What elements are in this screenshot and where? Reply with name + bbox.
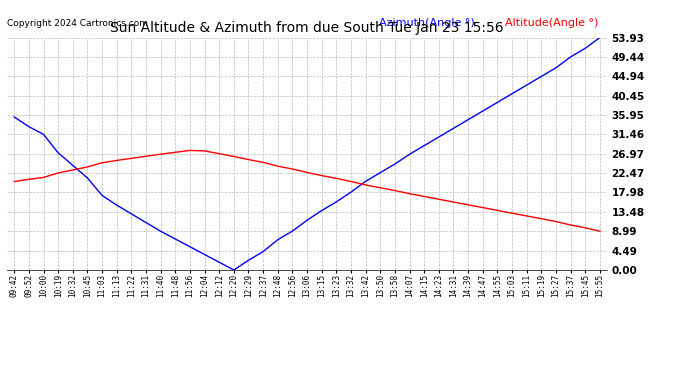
Title: Sun Altitude & Azimuth from due South Tue Jan 23 15:56: Sun Altitude & Azimuth from due South Tu… [110, 21, 504, 35]
Text: Azimuth(Angle °): Azimuth(Angle °) [379, 18, 475, 28]
Text: Copyright 2024 Cartronics.com: Copyright 2024 Cartronics.com [7, 19, 148, 28]
Text: Altitude(Angle °): Altitude(Angle °) [505, 18, 598, 28]
